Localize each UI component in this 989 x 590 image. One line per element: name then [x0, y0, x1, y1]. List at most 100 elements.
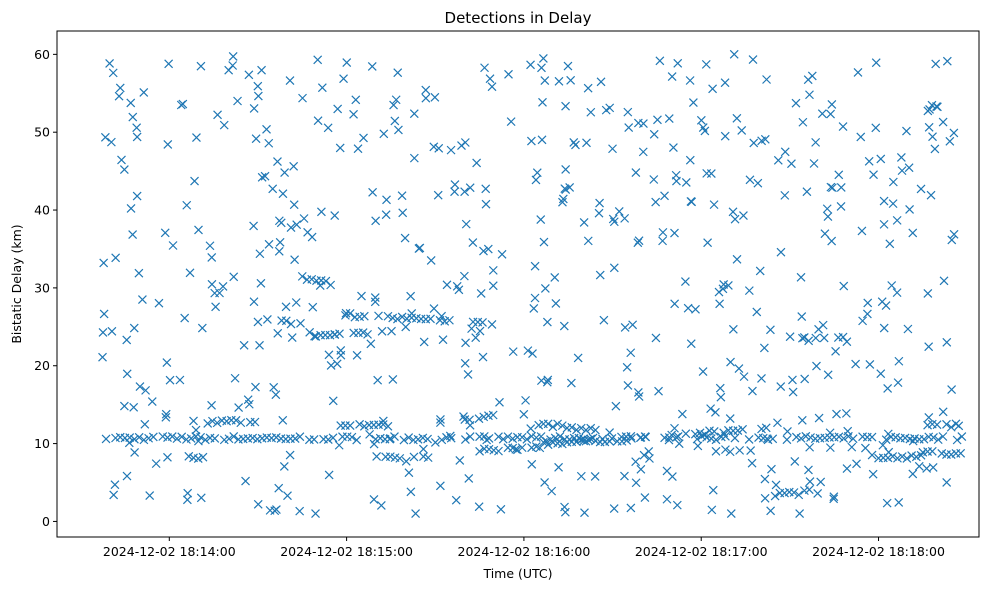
data-point [275, 237, 285, 247]
data-point [210, 434, 220, 443]
data-point [459, 412, 468, 422]
data-point [609, 263, 619, 273]
data-point [949, 128, 959, 138]
data-point [278, 415, 288, 425]
data-point [847, 442, 857, 452]
data-point [395, 453, 405, 463]
data-point [924, 342, 934, 352]
data-point [526, 424, 536, 433]
data-point [369, 494, 379, 504]
data-point [210, 288, 220, 298]
data-point [182, 495, 192, 505]
data-point [519, 409, 529, 419]
data-point [817, 109, 827, 119]
data-point [670, 228, 679, 238]
data-point [605, 103, 615, 113]
data-point [128, 112, 138, 122]
data-point [550, 273, 560, 282]
data-point [664, 114, 674, 124]
data-point [611, 401, 621, 411]
data-point [903, 324, 913, 334]
data-point [723, 280, 733, 290]
data-point [720, 131, 730, 141]
data-point [894, 356, 904, 366]
x-axis: 2024-12-02 18:14:00 2024-12-02 18:15:00 20… [103, 537, 945, 559]
data-point [154, 298, 164, 308]
data-point [253, 91, 263, 101]
data-point [595, 198, 605, 208]
data-point [930, 144, 940, 154]
data-point [451, 495, 461, 505]
data-point [488, 410, 498, 420]
data-point [359, 311, 369, 321]
data-point [919, 434, 929, 444]
data-point [696, 115, 706, 125]
data-point [942, 419, 951, 429]
data-point [728, 207, 738, 217]
data-point [566, 75, 576, 85]
data-point [738, 424, 748, 434]
data-point [539, 237, 549, 247]
data-point [292, 220, 302, 230]
data-point [865, 360, 875, 369]
data-point [323, 123, 333, 133]
data-point [324, 470, 334, 480]
data-point [908, 228, 918, 238]
data-point [351, 95, 361, 105]
data-point [720, 78, 730, 88]
data-point [332, 359, 342, 369]
data-point [219, 120, 229, 130]
data-point [106, 137, 116, 147]
data-point [542, 436, 551, 446]
y-tick-label: 20 [34, 358, 50, 373]
data-point [264, 239, 274, 249]
data-point [728, 324, 738, 334]
data-point [464, 474, 474, 483]
data-point [572, 425, 581, 435]
data-point [211, 302, 221, 312]
data-point [658, 227, 668, 237]
data-point [485, 74, 495, 84]
data-point [303, 227, 313, 237]
data-point [180, 313, 190, 323]
data-point [316, 207, 326, 217]
data-point [454, 285, 464, 295]
data-point [342, 58, 352, 67]
data-point [229, 432, 239, 441]
data-point [496, 504, 506, 514]
data-point [532, 168, 542, 178]
data-point [249, 297, 259, 307]
data-point [134, 432, 144, 442]
data-point [255, 249, 265, 259]
data-point [460, 358, 470, 368]
data-point [393, 68, 403, 78]
data-point [685, 76, 695, 85]
data-point [497, 249, 507, 259]
y-tick-label: 0 [42, 514, 50, 529]
data-point [572, 437, 581, 447]
data-point [251, 382, 260, 392]
data-point [193, 436, 203, 446]
data-point [927, 100, 937, 110]
data-point [478, 318, 487, 327]
data-point [800, 374, 810, 384]
data-point [660, 191, 669, 201]
data-point [879, 219, 889, 229]
data-point [708, 485, 718, 495]
data-point [818, 320, 828, 330]
data-point [766, 325, 775, 335]
data-point [757, 136, 767, 146]
data-point [867, 432, 877, 442]
data-point [330, 211, 340, 220]
data-point [914, 461, 924, 471]
data-point [196, 493, 206, 503]
data-point [164, 59, 174, 69]
data-point [236, 418, 246, 428]
data-point [305, 327, 315, 337]
data-point [99, 309, 109, 319]
data-point [820, 229, 830, 239]
data-point [725, 447, 735, 457]
data-point [579, 218, 589, 227]
data-point [862, 309, 872, 319]
